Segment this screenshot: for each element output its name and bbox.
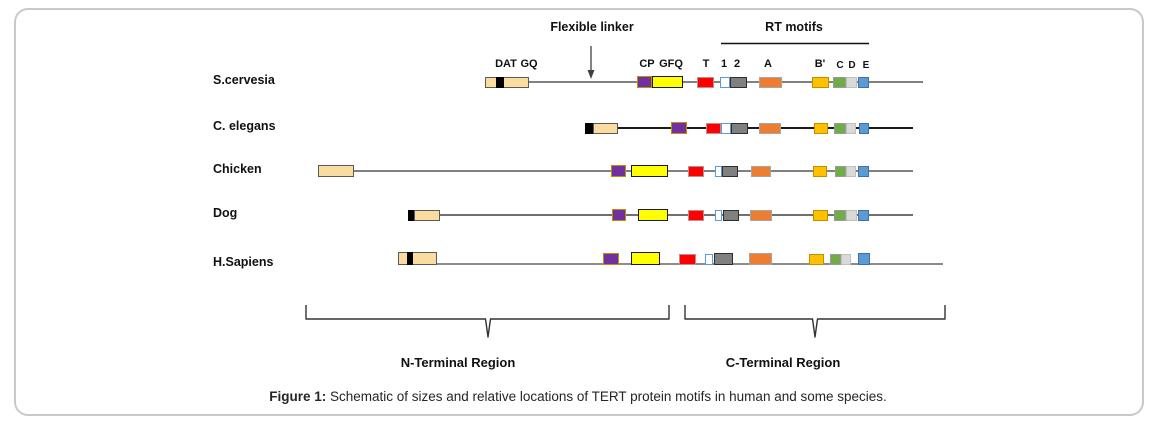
motif-box-yellow [652,76,683,88]
motif-label-gq: GQ [520,58,538,70]
c-terminal-brace [684,305,946,338]
motif-box-orange [750,209,772,221]
motif-box-tan [414,209,440,221]
protein-backbone-c-elegans [585,127,913,129]
motif-box-gold [812,76,829,88]
motif-box-purple [603,253,619,265]
motif-label-dat: DAT [495,58,517,70]
motif-box-gray [730,76,747,88]
figure-caption-prefix: Figure 1: [269,389,327,404]
motif-box-blue [858,209,869,221]
motif-box-gold [814,122,828,134]
motif-box-blue [858,76,869,88]
flexible-linker-label: Flexible linker [550,20,634,34]
motif-box-gold [813,165,827,177]
motif-box-white [705,254,713,265]
motif-box-gold [813,209,828,221]
motif-label-b: B' [814,58,826,70]
motif-box-white [715,209,722,221]
motif-label-e: E [862,60,870,71]
figure-frame [14,8,1144,416]
motif-box-green [834,122,846,134]
species-label-c-elegans: C. elegans [213,119,276,133]
motif-label-2: 2 [733,58,741,70]
motif-box-green [835,165,846,177]
motif-box-purple [637,76,652,88]
species-label-chicken: Chicken [213,162,262,176]
motif-box-gold [809,254,824,265]
motif-label-a: A [764,58,772,70]
motif-box-black [408,209,414,221]
species-label-h-sapiens: H.Sapiens [213,255,274,269]
motif-box-green [834,209,846,221]
n-terminal-brace [305,305,670,338]
motif-box-red [679,254,696,265]
motif-label-c: C [836,60,844,71]
rt-motifs-label: RT motifs [765,20,823,34]
motif-box-lightgray [841,254,851,265]
motif-box-lightgray [846,209,857,221]
protein-backbone-h-sapiens [398,263,943,265]
motif-box-yellow [631,252,660,265]
motif-box-gray [714,253,733,265]
motif-box-purple [612,209,626,221]
motif-box-tan [485,76,529,88]
motif-box-green [830,254,841,265]
motif-box-yellow [638,209,668,221]
motif-box-white [715,165,722,177]
motif-box-red [706,122,721,134]
motif-box-tan [318,165,354,177]
flexible-linker-arrow [587,46,595,79]
motif-box-green [833,76,846,88]
motif-box-black [585,122,593,134]
motif-box-orange [751,165,771,177]
species-label-dog: Dog [213,206,238,220]
motif-box-white [720,76,730,88]
motif-box-tan [593,122,618,134]
motif-box-orange [759,76,782,88]
c-terminal-region-label: C-Terminal Region [725,355,841,370]
motif-box-purple [611,165,626,177]
motif-box-red [688,165,704,177]
n-terminal-region-label: N-Terminal Region [400,355,516,370]
species-label-s-cervesia: S.cervesia [213,73,275,87]
motif-box-yellow [631,165,668,177]
motif-box-gray [722,165,738,177]
motif-label-gfq: GFQ [659,58,683,70]
motif-box-red [697,76,714,88]
motif-box-blue [858,253,870,265]
motif-box-blue [858,165,869,177]
motif-box-orange [759,122,781,134]
figure-caption: Figure 1: Schematic of sizes and relativ… [0,389,1156,404]
motif-box-black [407,252,413,265]
motif-box-black [496,76,504,88]
motif-box-gray [723,209,739,221]
motif-box-purple [671,122,687,134]
motif-label-1: 1 [720,58,728,70]
motif-box-lightgray [846,122,856,134]
motif-label-cp: CP [639,58,655,70]
motif-box-lightgray [846,76,857,88]
motif-box-blue [859,122,869,134]
motif-box-lightgray [846,165,856,177]
motif-box-gray [731,122,748,134]
motif-box-red [688,209,704,221]
motif-label-t: T [702,58,710,70]
motif-box-orange [749,253,772,265]
motif-label-d: D [848,60,856,71]
motif-box-white [721,122,731,134]
figure-caption-text: Schematic of sizes and relative location… [326,389,887,404]
